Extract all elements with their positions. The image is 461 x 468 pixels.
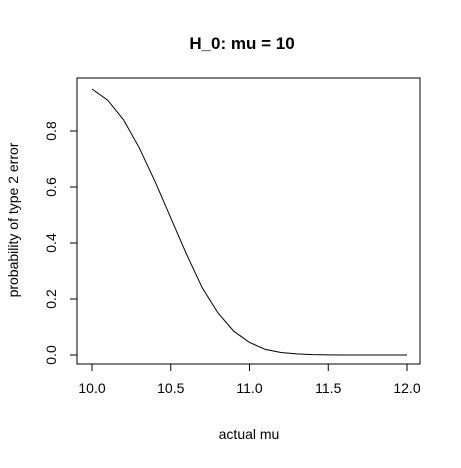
x-tick-label: 11.5	[315, 380, 341, 396]
x-axis-label: actual mu	[219, 426, 280, 442]
y-tick-label: 0.2	[43, 289, 59, 309]
x-tick-label: 12.0	[393, 380, 420, 396]
x-tick-label: 10.0	[78, 380, 105, 396]
plot-frame	[76, 77, 421, 365]
y-tick-label: 0.4	[43, 233, 59, 253]
y-tick-label: 0.0	[43, 345, 59, 365]
plot-layer: 10.0 10.5 11.0 11.5 12.0 0.0 0.2 0.4 0.6 0.8	[43, 77, 421, 396]
y-tick-label: 0.6	[43, 177, 59, 197]
x-tick-label: 10.5	[157, 380, 184, 396]
y-axis-label: probability of type 2 error	[5, 142, 21, 297]
series-line	[91, 88, 407, 356]
chart-title: H_0: mu = 10	[189, 34, 294, 53]
y-tick-label: 0.8	[43, 121, 59, 141]
x-tick-label: 11.0	[236, 380, 262, 396]
